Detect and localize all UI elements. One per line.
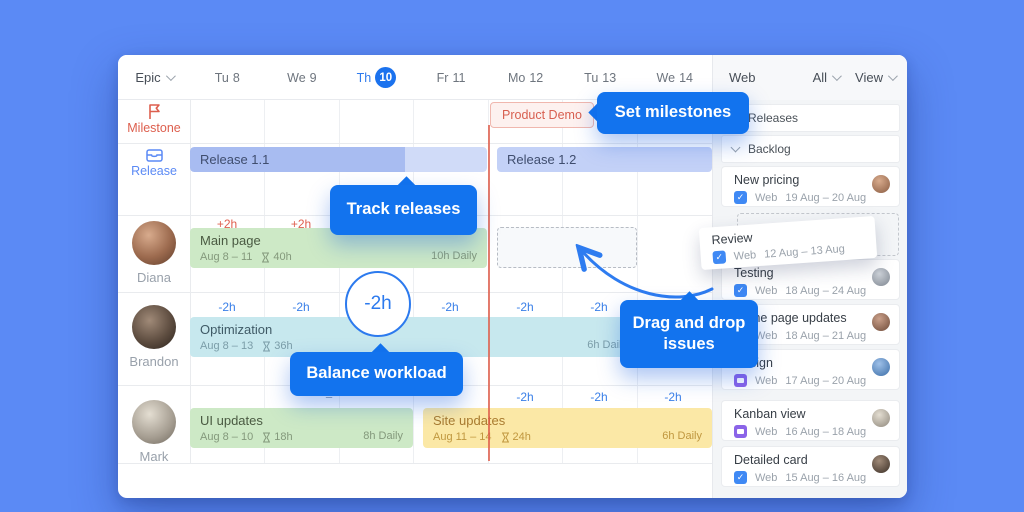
person-row-diana: Diana (118, 221, 190, 285)
daily-hours-label: 8h Daily (363, 430, 403, 442)
today-badge: 10 (375, 67, 397, 88)
sidebar-item-milestone[interactable]: Milestone (118, 102, 190, 135)
checkbox-icon[interactable]: ✓ (734, 284, 747, 297)
avatar (132, 305, 176, 349)
backlog-card-testing[interactable]: Testing ✓ Web 18 Aug – 24 Aug (721, 259, 900, 300)
workload-delta: -2h (590, 300, 608, 314)
day-header-we9: We 9 (287, 70, 317, 85)
workload-delta: +2h (216, 217, 238, 231)
workload-delta: -2h (590, 390, 608, 404)
chevron-down-icon (887, 71, 898, 82)
avatar (132, 221, 176, 265)
day-header-mo12: Mo 12 (507, 70, 544, 85)
tag-icon (734, 425, 747, 438)
group-by-label: Epic (135, 70, 161, 85)
task-bar-optimization[interactable]: Optimization Aug 8 – 13 36h 6h Daily (190, 317, 637, 357)
flag-icon (149, 104, 160, 119)
backlog-panel: Releases Backlog New pricing ✓ Web 19 Aug … (712, 100, 907, 498)
workload-delta: -2h (516, 390, 534, 404)
day-header-tu8: Tu 8 (214, 70, 240, 85)
person-name: Diana (137, 270, 171, 285)
workload-delta: -2h (218, 300, 236, 314)
day-header-tu13: Tu 13 (584, 70, 617, 85)
person-row-brandon: Brandon (118, 305, 190, 369)
avatar (872, 313, 890, 331)
release-bar-1-2[interactable]: Release 1.2 (497, 147, 712, 172)
workload-delta: -2h (516, 300, 534, 314)
chevron-down-icon (730, 142, 741, 153)
task-bar-ui-updates[interactable]: UI updates Aug 8 – 10 18h 8h Daily (190, 408, 413, 448)
drag-drop-target (497, 227, 637, 268)
tooltip-balance-workload: Balance workload (290, 352, 463, 396)
chevron-down-icon (165, 71, 176, 82)
avatar (872, 175, 890, 193)
tooltip-drag-and-drop: Drag and drop issues (620, 300, 758, 368)
app-window: Epic Tu 8 We 9 Th 10 Fr 11 Mo 12 Tu 13 We 14 We… (118, 55, 907, 498)
avatar (872, 409, 890, 427)
workload-delta: +2h (290, 217, 312, 231)
group-by-dropdown[interactable]: Epic (118, 55, 190, 100)
sidebar-divider (190, 100, 191, 463)
person-name: Brandon (129, 354, 179, 369)
release-icon (145, 149, 163, 162)
milestone-marker[interactable]: Product Demo (490, 102, 594, 128)
person-row-mark: Mark (118, 400, 190, 464)
hourglass-icon (263, 341, 271, 351)
backlog-card-detailed-card[interactable]: Detailed card ✓ Web 15 Aug – 16 Aug (721, 446, 900, 487)
chevron-down-icon (832, 71, 842, 82)
checkbox-icon[interactable]: ✓ (734, 471, 747, 484)
workload-delta: -2h (664, 390, 682, 404)
day-header-th10-today: Th 10 (339, 55, 414, 100)
workload-delta: -2h (292, 300, 310, 314)
tooltip-track-releases: Track releases (330, 185, 477, 235)
daily-hours-label: 6h Daily (587, 339, 627, 351)
milestone-line (488, 125, 490, 461)
checkbox-icon[interactable]: ✓ (734, 191, 747, 204)
daily-hours-label: 6h Daily (662, 430, 702, 442)
panel-project-label: Web (729, 70, 756, 85)
avatar (872, 358, 890, 376)
day-header-we14: We 14 (656, 70, 693, 85)
task-bar-site-updates[interactable]: Site updates Aug 11 – 14 24h 6h Daily (423, 408, 712, 448)
backlog-card-kanban-view[interactable]: Kanban view Web 16 Aug – 18 Aug (721, 400, 900, 441)
checkbox-icon[interactable]: ✓ (712, 250, 727, 265)
sidebar-item-release[interactable]: Release (118, 147, 190, 178)
hourglass-icon (263, 432, 271, 442)
workload-delta-highlight: -2h (345, 271, 411, 337)
avatar (872, 455, 890, 473)
hourglass-icon (262, 252, 270, 262)
person-name: Mark (139, 449, 169, 464)
section-releases[interactable]: Releases (721, 104, 900, 132)
timeline-header: Epic Tu 8 We 9 Th 10 Fr 11 Mo 12 Tu 13 We 14 We… (118, 55, 907, 100)
tag-icon (734, 374, 747, 387)
workload-delta: -2h (441, 300, 459, 314)
day-header-row: Tu 8 We 9 Th 10 Fr 11 Mo 12 Tu 13 We 14 (190, 55, 712, 100)
avatar (872, 268, 890, 286)
section-backlog[interactable]: Backlog (721, 135, 900, 163)
release-label: Release (131, 164, 177, 178)
daily-hours-label: 10h Daily (431, 250, 477, 262)
hourglass-icon (501, 432, 509, 442)
release-bar-1-1[interactable]: Release 1.1 (190, 147, 487, 172)
filter-dropdown[interactable]: All (813, 70, 842, 85)
milestone-label: Milestone (127, 121, 181, 135)
tooltip-set-milestones: Set milestones (597, 92, 749, 134)
day-header-fr11: Fr 11 (436, 70, 466, 85)
view-dropdown[interactable]: View (855, 70, 898, 85)
backlog-card-new-pricing[interactable]: New pricing ✓ Web 19 Aug – 20 Aug (721, 166, 900, 207)
avatar (132, 400, 176, 444)
